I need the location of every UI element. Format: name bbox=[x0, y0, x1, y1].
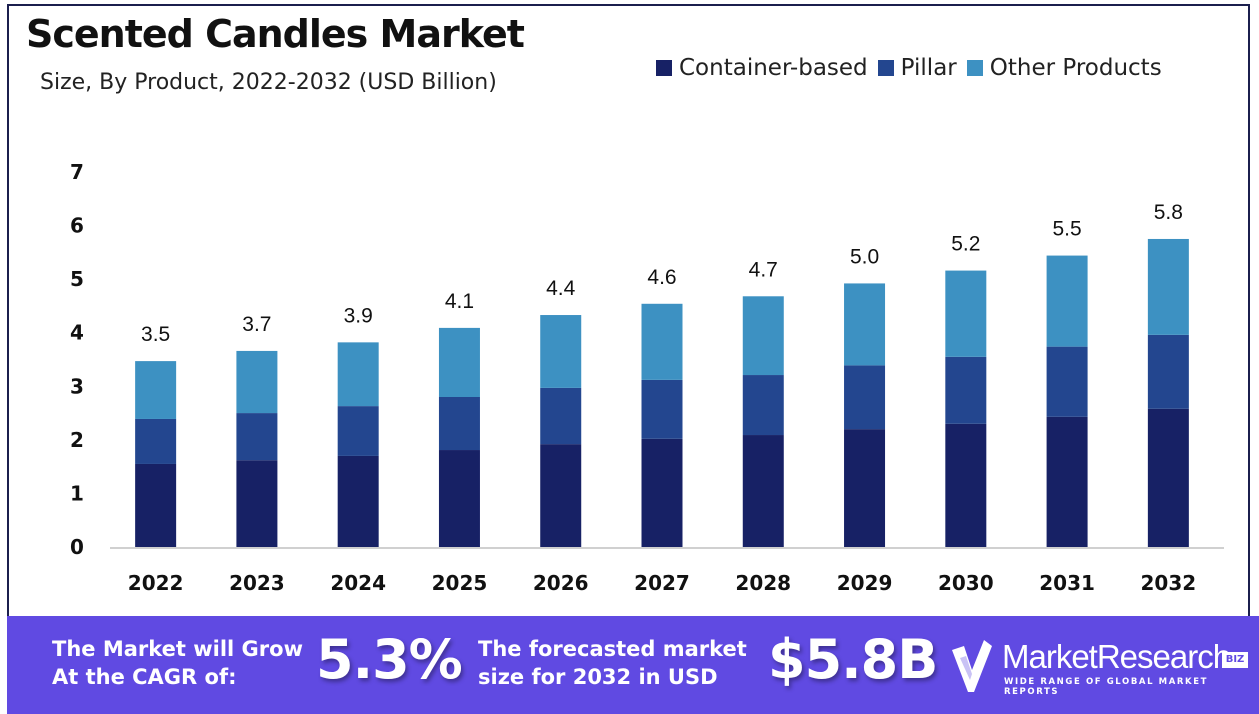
bar-segment-container-based bbox=[135, 463, 177, 547]
checkmark-shield-icon bbox=[952, 640, 992, 692]
legend-swatch-container-based bbox=[656, 60, 672, 76]
legend-label: Container-based bbox=[679, 55, 868, 81]
bar-segment-other-products bbox=[742, 296, 784, 376]
stacked-bar-chart: 0 1 2 3 4 5 6 7 3.5 2022 3.7 2023 3.9 2024 4.1 2025 4.4 2… bbox=[70, 160, 1224, 595]
bar-segment-container-based bbox=[540, 444, 582, 547]
total-data-label: 5.5 bbox=[1052, 218, 1081, 241]
bar-segment-pillar bbox=[438, 397, 480, 451]
legend-swatch-pillar bbox=[877, 60, 894, 76]
x-tick-label: 2024 bbox=[330, 571, 386, 595]
total-data-label: 3.5 bbox=[141, 323, 170, 346]
bar-segment-pillar bbox=[1147, 334, 1189, 409]
forecast-value: $5.8B bbox=[768, 628, 938, 691]
y-tick-label: 4 bbox=[70, 321, 84, 345]
bar-segment-other-products bbox=[1046, 255, 1088, 347]
bar-segment-pillar bbox=[236, 413, 278, 461]
bar-segment-pillar bbox=[641, 379, 683, 439]
cagr-caption: The Market will Grow At the CAGR of: bbox=[52, 635, 303, 691]
total-data-label: 5.0 bbox=[850, 245, 879, 268]
total-data-label: 4.6 bbox=[647, 266, 676, 289]
bar-segment-container-based bbox=[742, 435, 784, 547]
bar-segment-container-based bbox=[337, 455, 379, 547]
x-tick-label: 2023 bbox=[229, 571, 285, 595]
bar-segment-other-products bbox=[135, 361, 177, 419]
y-tick-label: 1 bbox=[70, 481, 84, 505]
y-tick-label: 3 bbox=[70, 374, 84, 398]
bar-segment-pillar bbox=[337, 406, 379, 456]
total-data-label: 4.7 bbox=[749, 258, 778, 281]
bar-segment-other-products bbox=[540, 315, 582, 388]
x-tick-label: 2032 bbox=[1141, 571, 1197, 595]
total-data-label: 4.4 bbox=[546, 277, 576, 300]
cagr-caption-line1: The Market will Grow bbox=[52, 637, 303, 661]
cagr-value: 5.3% bbox=[316, 628, 463, 691]
bar-segment-other-products bbox=[844, 283, 886, 366]
y-tick-label: 7 bbox=[70, 160, 84, 184]
total-data-label: 3.9 bbox=[344, 304, 373, 327]
legend-item-pillar: Pillar bbox=[877, 55, 957, 81]
x-tick-label: 2026 bbox=[533, 571, 589, 595]
x-tick-label: 2031 bbox=[1039, 571, 1095, 595]
x-tick-label: 2022 bbox=[128, 571, 184, 595]
bar-segment-pillar bbox=[135, 418, 177, 464]
bar-segment-pillar bbox=[742, 375, 784, 436]
total-data-label: 4.1 bbox=[445, 290, 474, 313]
bar-segment-container-based bbox=[945, 423, 987, 547]
bar-segment-container-based bbox=[1147, 408, 1189, 547]
logo-name: MarketResearch bbox=[1002, 638, 1231, 675]
summary-banner bbox=[7, 616, 1259, 714]
x-tick-label: 2025 bbox=[432, 571, 488, 595]
cagr-caption-line2: At the CAGR of: bbox=[52, 665, 237, 689]
bar-segment-other-products bbox=[1147, 238, 1189, 335]
total-data-label: 3.7 bbox=[242, 313, 271, 336]
bar-segment-pillar bbox=[844, 365, 886, 430]
bar-segment-container-based bbox=[438, 450, 480, 547]
legend-swatch-other-products bbox=[966, 60, 983, 76]
bar-segment-pillar bbox=[540, 387, 582, 445]
bar-segment-other-products bbox=[236, 350, 278, 414]
bar-segment-other-products bbox=[337, 342, 379, 407]
bar-segment-pillar bbox=[945, 356, 987, 424]
logo-badge: BIZ bbox=[1222, 652, 1248, 668]
bar-segment-other-products bbox=[438, 327, 480, 397]
chart-frame bbox=[7, 4, 1250, 664]
x-tick-label: 2029 bbox=[837, 571, 893, 595]
legend: Container-based Pillar Other Products bbox=[656, 55, 1172, 81]
chart-subtitle: Size, By Product, 2022-2032 (USD Billion… bbox=[40, 70, 497, 95]
bar-segment-container-based bbox=[641, 438, 683, 547]
y-tick-label: 5 bbox=[70, 267, 84, 291]
bar-segment-other-products bbox=[945, 270, 987, 357]
x-tick-label: 2027 bbox=[634, 571, 690, 595]
x-tick-label: 2030 bbox=[938, 571, 994, 595]
bar-segment-container-based bbox=[236, 460, 278, 547]
total-data-label: 5.2 bbox=[951, 233, 980, 256]
bar-segment-other-products bbox=[641, 303, 683, 380]
chart-title: Scented Candles Market bbox=[26, 12, 525, 56]
bar-segment-container-based bbox=[1046, 416, 1088, 547]
logo-tagline: WIDE RANGE OF GLOBAL MARKET REPORTS bbox=[1004, 677, 1209, 697]
forecast-caption-line2: size for 2032 in USD bbox=[478, 665, 718, 689]
bar-segment-pillar bbox=[1046, 346, 1088, 417]
legend-label: Pillar bbox=[900, 55, 957, 81]
legend-label: Other Products bbox=[989, 55, 1162, 81]
y-tick-label: 6 bbox=[70, 214, 84, 238]
forecast-caption-line1: The forecasted market bbox=[478, 637, 747, 661]
legend-item-other-products: Other Products bbox=[966, 55, 1162, 81]
total-data-label: 5.8 bbox=[1154, 201, 1183, 224]
legend-item-container-based: Container-based bbox=[656, 55, 868, 81]
bar-segment-container-based bbox=[844, 429, 886, 547]
x-tick-label: 2028 bbox=[735, 571, 791, 595]
forecast-caption: The forecasted market size for 2032 in U… bbox=[478, 635, 747, 691]
y-tick-label: 0 bbox=[70, 535, 84, 559]
y-tick-label: 2 bbox=[70, 428, 84, 452]
